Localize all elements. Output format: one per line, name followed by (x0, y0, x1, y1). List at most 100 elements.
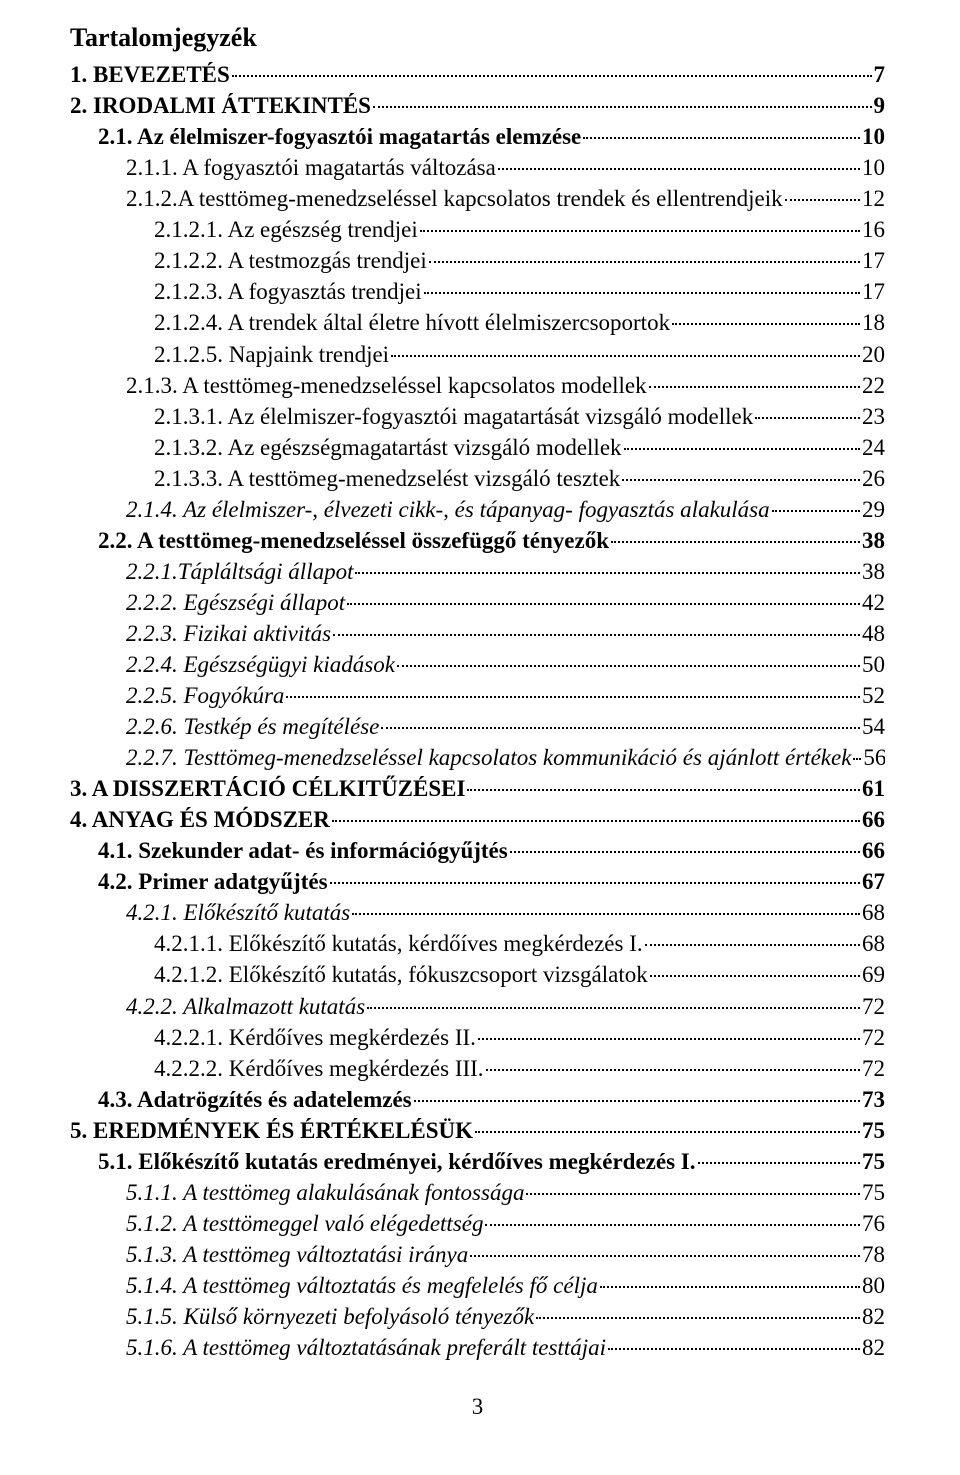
toc-dots (498, 168, 860, 170)
toc-entry: 2.1. Az élelmiszer-fogyasztói magatartás… (70, 121, 885, 152)
toc-entry-label: 4.2.1.1. Előkészítő kutatás, kérdőíves m… (154, 928, 643, 959)
toc-entry-page: 48 (862, 618, 885, 649)
toc-entry: 3. A DISSZERTÁCIÓ CÉLKITŰZÉSEI 61 (70, 773, 885, 804)
toc-entry-page: 20 (862, 339, 885, 370)
toc-dots (286, 696, 860, 698)
toc-entry-page: 72 (862, 991, 885, 1022)
toc-entry-label: 2.1.4. Az élelmiszer-, élvezeti cikk-, é… (126, 494, 770, 525)
toc-dots (347, 603, 860, 605)
toc-entry-page: 68 (862, 928, 885, 959)
toc-entry: 2.1.4. Az élelmiszer-, élvezeti cikk-, é… (70, 494, 885, 525)
toc-entry-label: 2.2.5. Fogyókúra (126, 680, 284, 711)
toc-dots (772, 510, 860, 512)
toc-entry-label: 3. A DISSZERTÁCIÓ CÉLKITŰZÉSEI (70, 773, 465, 804)
toc-entry: 5.1.1. A testtömeg alakulásának fontossá… (70, 1177, 885, 1208)
toc-entry: 2.2.7. Testtömeg-menedzseléssel kapcsola… (70, 742, 885, 773)
toc-entry-page: 7 (874, 59, 886, 90)
toc-dots (624, 448, 860, 450)
toc-entry-label: 2.1.3. A testtömeg-menedzseléssel kapcso… (126, 370, 647, 401)
toc-dots (467, 789, 860, 791)
toc-entry: 4.2.1.1. Előkészítő kutatás, kérdőíves m… (70, 928, 885, 959)
toc-entry-page: 61 (862, 773, 885, 804)
toc-entry: 1. BEVEZETÉS 7 (70, 59, 885, 90)
toc-entry-page: 56 (863, 742, 885, 773)
toc-entry: 5.1.6. A testtömeg változtatásának prefe… (70, 1332, 885, 1363)
toc-entry: 2.1.3.3. A testtömeg-menedzselést vizsgá… (70, 463, 885, 494)
toc-entry-page: 68 (862, 897, 885, 928)
toc-entry-label: 2.1.2.A testtömeg-menedzseléssel kapcsol… (126, 183, 783, 214)
toc-entry: 4.2.2. Alkalmazott kutatás72 (70, 991, 885, 1022)
toc-entry-page: 80 (862, 1270, 885, 1301)
toc-entry: 2.2.1.Tápláltsági állapot 38 (70, 556, 885, 587)
toc-entry-label: 5.1.3. A testtömeg változtatási iránya (126, 1239, 468, 1270)
toc-dots (698, 1162, 861, 1164)
toc-dots (355, 572, 860, 574)
toc-entry: 4.2.1.2. Előkészítő kutatás, fókuszcsopo… (70, 959, 885, 990)
toc-dots (645, 944, 860, 946)
toc-entry-label: 2.1.2.2. A testmozgás trendjei (154, 245, 427, 276)
toc-dots (755, 417, 860, 419)
toc-entry-label: 2.2. A testtömeg-menedzseléssel összefüg… (98, 525, 609, 556)
toc-entry-page: 72 (862, 1022, 885, 1053)
toc-dots (424, 292, 860, 294)
toc-dots (367, 1007, 860, 1009)
toc-entry-label: 2.1. Az élelmiszer-fogyasztói magatartás… (98, 121, 581, 152)
toc-entry-page: 10 (862, 121, 885, 152)
toc-entry-label: 4.2.1. Előkészítő kutatás (126, 897, 350, 928)
toc-entry-page: 38 (862, 525, 885, 556)
toc-entry-label: 5.1.1. A testtömeg alakulásának fontossá… (126, 1177, 524, 1208)
toc-entry-label: 2.2.1.Tápláltsági állapot (126, 556, 353, 587)
toc-entry-label: 1. BEVEZETÉS (70, 59, 230, 90)
toc-entry: 2.1.2.4. A trendek által életre hívott é… (70, 307, 885, 338)
toc-entry-page: 17 (862, 276, 885, 307)
toc-entry-label: 2.2.4. Egészségügyi kiadások (126, 649, 395, 680)
toc-entry: 2.2.5. Fogyókúra52 (70, 680, 885, 711)
toc-dots (611, 541, 860, 543)
toc-entry: 2.1.1. A fogyasztói magatartás változása… (70, 152, 885, 183)
toc-dots (391, 355, 860, 357)
page-number: 3 (70, 1391, 885, 1422)
toc-entry: 5. EREDMÉNYEK ÉS ÉRTÉKELÉSÜK75 (70, 1115, 885, 1146)
toc-entry: 2.1.2.1. Az egészség trendjei16 (70, 214, 885, 245)
toc-entry: 2.1.2.5. Napjaink trendjei 20 (70, 339, 885, 370)
toc-entry-page: 50 (862, 649, 885, 680)
toc-entry-label: 4.3. Adatrögzítés és adatelemzés (98, 1084, 412, 1115)
toc-entry-label: 2.2.2. Egészségi állapot (126, 587, 345, 618)
toc-entry-label: 2.1.2.5. Napjaink trendjei (154, 339, 389, 370)
toc-title: Tartalomjegyzék (70, 20, 885, 55)
toc-entry-page: 24 (862, 432, 885, 463)
toc-entry-page: 38 (862, 556, 885, 587)
toc-entry-label: 5.1. Előkészítő kutatás eredményei, kérd… (98, 1146, 696, 1177)
toc-entry-page: 16 (862, 214, 885, 245)
toc-entry-label: 5.1.5. Külső környezeti befolyásoló tény… (126, 1301, 534, 1332)
toc-entry: 2.2.2. Egészségi állapot42 (70, 587, 885, 618)
toc-entry-page: 72 (862, 1053, 885, 1084)
toc-entry: 4. ANYAG ÉS MÓDSZER66 (70, 804, 885, 835)
toc-entry: 2.1.3.1. Az élelmiszer-fogyasztói magata… (70, 401, 885, 432)
toc-dots (485, 1224, 860, 1226)
toc-entry-label: 2.1.2.3. A fogyasztás trendjei (154, 276, 422, 307)
toc-entry-label: 2.1.2.4. A trendek által életre hívott é… (154, 307, 670, 338)
toc-entry-page: 76 (862, 1208, 885, 1239)
toc-entry: 2.1.2.3. A fogyasztás trendjei 17 (70, 276, 885, 307)
toc-entry-page: 78 (862, 1239, 885, 1270)
toc-entry: 5.1. Előkészítő kutatás eredményei, kérd… (70, 1146, 885, 1177)
toc-entry-page: 82 (862, 1332, 885, 1363)
toc-entry-label: 5. EREDMÉNYEK ÉS ÉRTÉKELÉSÜK (70, 1115, 473, 1146)
toc-entry-page: 82 (862, 1301, 885, 1332)
toc-entry-label: 5.1.2. A testtömeggel való elégedettség (126, 1208, 483, 1239)
toc-dots (429, 261, 860, 263)
toc-dots (475, 1131, 860, 1133)
toc-entry-label: 2.1.3.3. A testtömeg-menedzselést vizsgá… (154, 463, 620, 494)
toc-dots (333, 634, 860, 636)
toc-entry: 5.1.4. A testtömeg változtatás és megfel… (70, 1270, 885, 1301)
toc-entry-label: 2.2.3. Fizikai aktivitás (126, 618, 331, 649)
toc-entry-label: 4.2. Primer adatgyűjtés (98, 866, 328, 897)
toc-dots (352, 913, 860, 915)
toc-entry-label: 2.2.6. Testkép és megítélése (126, 711, 379, 742)
toc-entry-page: 17 (862, 245, 885, 276)
toc-dots (332, 820, 860, 822)
toc-entry-page: 69 (862, 959, 885, 990)
toc-dots (414, 1100, 860, 1102)
toc-entry: 4.2. Primer adatgyűjtés67 (70, 866, 885, 897)
